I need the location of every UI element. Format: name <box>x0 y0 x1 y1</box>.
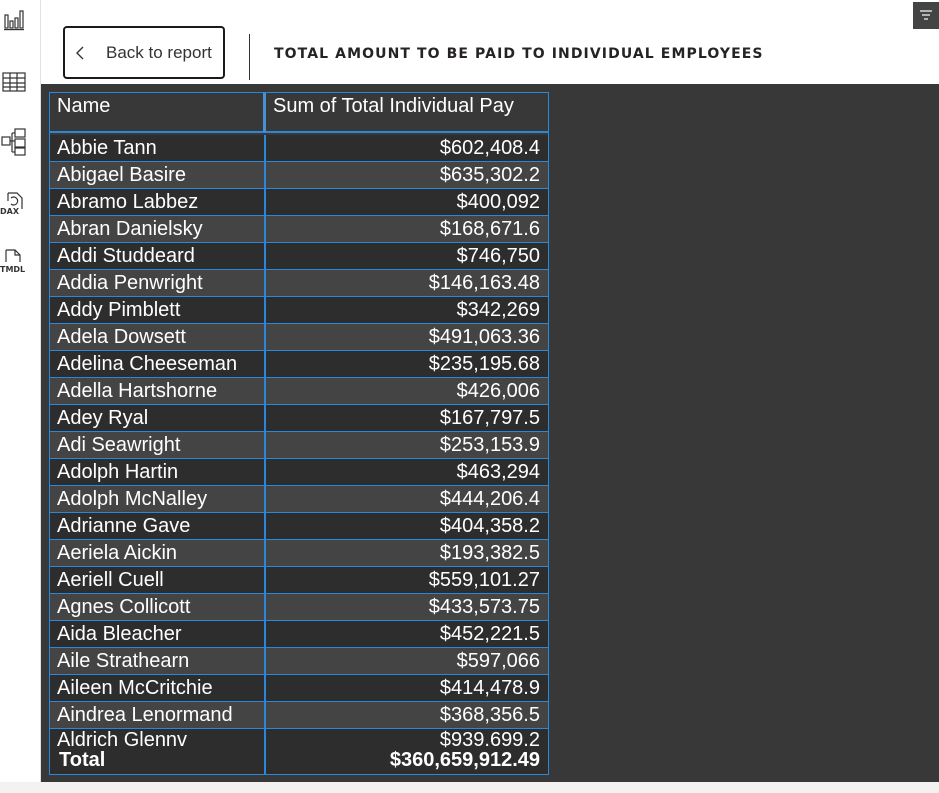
pay-cell: $404,358.2 <box>266 513 548 540</box>
pay-cell: $168,671.6 <box>266 216 548 243</box>
name-cell: Aeriell Cuell <box>50 567 266 594</box>
table-row[interactable]: Aida Bleacher $452,221.5 <box>50 621 548 648</box>
table-row[interactable]: Adolph Hartin $463,294 <box>50 459 548 486</box>
table-row[interactable]: Aeriela Aickin $193,382.5 <box>50 540 548 567</box>
pay-table[interactable]: Name Sum of Total Individual Pay Abbie T… <box>49 92 549 775</box>
status-strip <box>0 782 939 793</box>
partial-row-name: Aldrich Glennv <box>57 729 188 751</box>
total-name-cell: Aldrich Glennv Total <box>50 729 266 774</box>
table-row[interactable]: Aile Strathearn $597,066 <box>50 648 548 675</box>
header-divider <box>249 34 250 80</box>
table-body: Abbie Tann $602,408.4 Abigael Basire $635,3… <box>50 133 548 729</box>
pay-cell: $635,302.2 <box>266 162 548 189</box>
table-row[interactable]: Adey Ryal $167,797.5 <box>50 405 548 432</box>
model-view-icon[interactable] <box>0 128 28 156</box>
table-row[interactable]: Addy Pimblett $342,269 <box>50 297 548 324</box>
total-label: Total <box>59 749 106 771</box>
table-row[interactable]: Agnes Collicott $433,573.75 <box>50 594 548 621</box>
table-row[interactable]: Abbie Tann $602,408.4 <box>50 135 548 162</box>
pay-cell: $193,382.5 <box>266 540 548 567</box>
name-cell: Adela Dowsett <box>50 324 266 351</box>
column-header-name[interactable]: Name <box>50 93 266 133</box>
pay-cell: $342,269 <box>266 297 548 324</box>
table-header: Name Sum of Total Individual Pay <box>50 93 548 133</box>
name-cell: Aeriela Aickin <box>50 540 266 567</box>
table-row[interactable]: Adela Dowsett $491,063.36 <box>50 324 548 351</box>
name-cell: Adelina Cheeseman <box>50 351 266 378</box>
pay-cell: $146,163.48 <box>266 270 548 297</box>
pay-cell: $235,195.68 <box>266 351 548 378</box>
name-cell: Addy Pimblett <box>50 297 266 324</box>
name-cell: Addi Studdeard <box>50 243 266 270</box>
table-row[interactable]: Aindrea Lenormand $368,356.5 <box>50 702 548 729</box>
pay-cell: $414,478.9 <box>266 675 548 702</box>
pay-cell: $444,206.4 <box>266 486 548 513</box>
pay-cell: $433,573.75 <box>266 594 548 621</box>
pay-cell: $597,066 <box>266 648 548 675</box>
back-button-label: Back to report <box>106 42 212 62</box>
table-row[interactable]: Abran Danielsky $168,671.6 <box>50 216 548 243</box>
table-row[interactable]: Adi Seawright $253,153.9 <box>50 432 548 459</box>
table-row[interactable]: Adelina Cheeseman $235,195.68 <box>50 351 548 378</box>
name-cell: Aile Strathearn <box>50 648 266 675</box>
table-row[interactable]: Addia Penwright $146,163.48 <box>50 270 548 297</box>
pay-cell: $746,750 <box>266 243 548 270</box>
back-to-report-button[interactable]: Back to report <box>63 26 225 79</box>
pay-cell: $426,006 <box>266 378 548 405</box>
total-value: $360,659,912.49 <box>389 749 540 771</box>
filter-icon <box>920 9 932 20</box>
dax-label: DAX <box>0 207 20 216</box>
chevron-left-icon <box>76 46 84 59</box>
name-cell: Adey Ryal <box>50 405 266 432</box>
total-pay-cell: $939.699.2 $360,659,912.49 <box>266 729 548 774</box>
table-row[interactable]: Aileen McCritchie $414,478.9 <box>50 675 548 702</box>
view-switcher-rail: DAX TMDL <box>0 0 41 793</box>
pay-cell: $463,294 <box>266 459 548 486</box>
name-cell: Aileen McCritchie <box>50 675 266 702</box>
name-cell: Adolph McNalley <box>50 486 266 513</box>
name-cell: Abran Danielsky <box>50 216 266 243</box>
name-cell: Adi Seawright <box>50 432 266 459</box>
name-cell: Aida Bleacher <box>50 621 266 648</box>
pay-cell: $400,092 <box>266 189 548 216</box>
tmdl-view-icon[interactable]: TMDL <box>0 248 28 276</box>
name-cell: Adrianne Gave <box>50 513 266 540</box>
tmdl-label: TMDL <box>0 265 25 274</box>
report-view-icon[interactable] <box>0 6 28 34</box>
table-row[interactable]: Aeriell Cuell $559,101.27 <box>50 567 548 594</box>
column-header-pay[interactable]: Sum of Total Individual Pay <box>266 93 548 133</box>
name-cell: Adella Hartshorne <box>50 378 266 405</box>
page-header: Back to report TOTAL AMOUNT TO BE PAID T… <box>41 0 939 84</box>
table-row[interactable]: Adolph McNalley $444,206.4 <box>50 486 548 513</box>
pay-cell: $368,356.5 <box>266 702 548 729</box>
partial-row-pay: $939.699.2 <box>439 729 540 751</box>
name-cell: Agnes Collicott <box>50 594 266 621</box>
name-cell: Addia Penwright <box>50 270 266 297</box>
pay-cell: $559,101.27 <box>266 567 548 594</box>
dax-query-view-icon[interactable]: DAX <box>0 190 26 218</box>
name-cell: Abbie Tann <box>50 135 266 162</box>
pay-cell: $452,221.5 <box>266 621 548 648</box>
table-view-icon[interactable] <box>0 68 28 96</box>
table-row[interactable]: Abigael Basire $635,302.2 <box>50 162 548 189</box>
table-total-row: Aldrich Glennv Total $939.699.2 $360,659… <box>50 729 548 774</box>
table-row[interactable]: Adrianne Gave $404,358.2 <box>50 513 548 540</box>
name-cell: Abigael Basire <box>50 162 266 189</box>
pay-cell: $253,153.9 <box>266 432 548 459</box>
table-row[interactable]: Addi Studdeard $746,750 <box>50 243 548 270</box>
name-cell: Aindrea Lenormand <box>50 702 266 729</box>
pay-cell: $491,063.36 <box>266 324 548 351</box>
table-row[interactable]: Abramo Labbez $400,092 <box>50 189 548 216</box>
filter-pane-button[interactable] <box>913 2 939 29</box>
pay-cell: $602,408.4 <box>266 135 548 162</box>
name-cell: Abramo Labbez <box>50 189 266 216</box>
table-row[interactable]: Adella Hartshorne $426,006 <box>50 378 548 405</box>
pay-cell: $167,797.5 <box>266 405 548 432</box>
name-cell: Adolph Hartin <box>50 459 266 486</box>
page-title: TOTAL AMOUNT TO BE PAID TO INDIVIDUAL EM… <box>274 46 764 62</box>
